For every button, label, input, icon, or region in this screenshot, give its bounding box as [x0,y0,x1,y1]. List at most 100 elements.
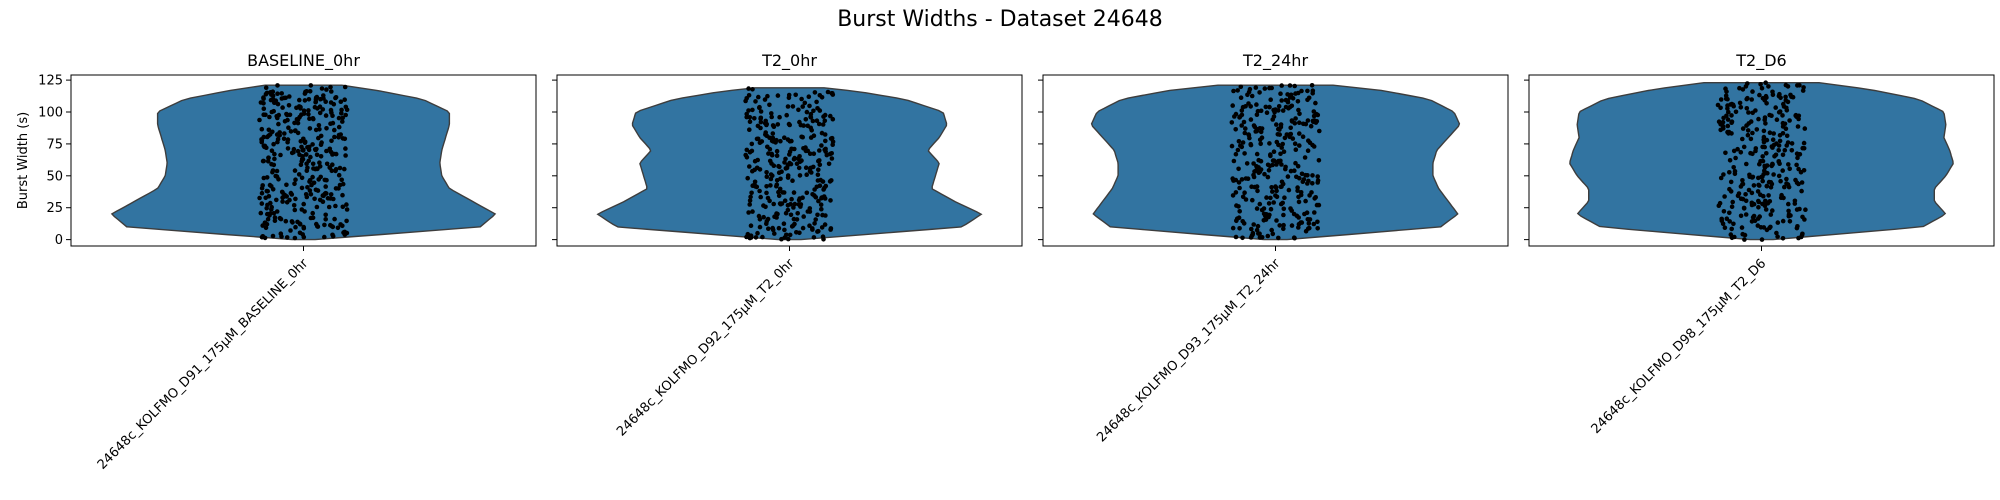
data-point [314,94,320,100]
data-point [1267,104,1272,110]
data-point [1756,199,1762,205]
data-point [782,198,788,203]
data-point [1280,141,1285,147]
data-point [261,106,267,111]
data-point [1256,231,1261,236]
data-point [317,164,323,169]
data-point [1767,130,1773,135]
data-point [1229,143,1235,149]
data-point [292,168,298,173]
data-point [800,104,805,109]
data-point [343,153,348,158]
data-point [283,218,289,224]
data-point [1764,183,1770,189]
data-point [342,84,348,90]
data-point [807,151,813,156]
data-point [789,224,795,229]
data-point [744,147,750,153]
data-point [748,223,754,228]
data-point [261,95,266,100]
data-point [299,156,305,162]
data-point [1740,231,1745,237]
data-point [1787,219,1793,224]
data-point [332,216,337,222]
data-point [342,166,347,172]
data-point [769,114,774,120]
data-point [1758,225,1764,230]
data-point [1241,119,1247,125]
data-point [304,152,309,157]
data-point [1729,204,1735,209]
data-point [343,112,349,118]
data-point [766,226,771,231]
data-point [788,212,794,218]
data-point [1794,162,1799,168]
data-point [1783,94,1788,100]
data-point [1762,115,1768,120]
data-point [315,106,320,111]
data-point [1732,169,1738,174]
data-point [747,119,753,124]
data-point [796,197,802,203]
data-point [315,188,321,193]
data-point [822,147,827,152]
data-point [329,89,334,94]
data-point [1288,168,1294,174]
data-point [744,155,750,160]
data-point [798,202,804,207]
data-point [259,185,265,191]
data-point [301,224,307,230]
data-point [1794,151,1800,156]
data-point [1740,178,1745,183]
data-point [291,146,297,152]
data-point [1727,186,1732,192]
data-point [1246,132,1251,137]
data-point [297,97,302,103]
data-point [1784,176,1789,182]
data-point [302,139,308,144]
data-point [1730,199,1735,205]
data-point [1763,207,1769,212]
data-point [1776,173,1782,179]
data-point [1268,97,1273,102]
data-point [781,221,787,226]
data-point [292,181,297,187]
data-point [823,138,828,144]
data-point [804,109,810,115]
data-point [1737,100,1743,106]
data-point [803,165,809,170]
data-point [269,184,274,189]
data-point [1787,166,1792,172]
data-point [324,161,330,167]
data-point [1289,208,1294,213]
data-point [1720,119,1726,125]
data-point [268,90,273,95]
data-point [271,108,277,114]
data-point [277,215,283,221]
data-point [828,198,833,203]
data-point [285,137,291,142]
data-point [1305,181,1310,186]
data-point [1722,194,1727,199]
y-tick-label: 125 [38,74,63,89]
data-point [818,202,824,207]
data-point [328,121,333,126]
data-point [1766,84,1771,89]
data-point [786,92,792,98]
data-point [1233,177,1239,183]
data-point [1305,88,1310,94]
data-point [1756,205,1761,210]
data-point [774,153,780,158]
data-point [270,168,276,173]
data-point [819,143,824,148]
data-point [763,204,768,210]
data-point [298,162,304,168]
data-point [319,86,325,91]
data-point [816,198,821,204]
data-point [800,195,805,200]
data-point [1722,225,1728,230]
data-point [344,202,349,207]
data-point [1778,95,1783,101]
data-point [1727,210,1732,216]
data-point [332,127,337,133]
